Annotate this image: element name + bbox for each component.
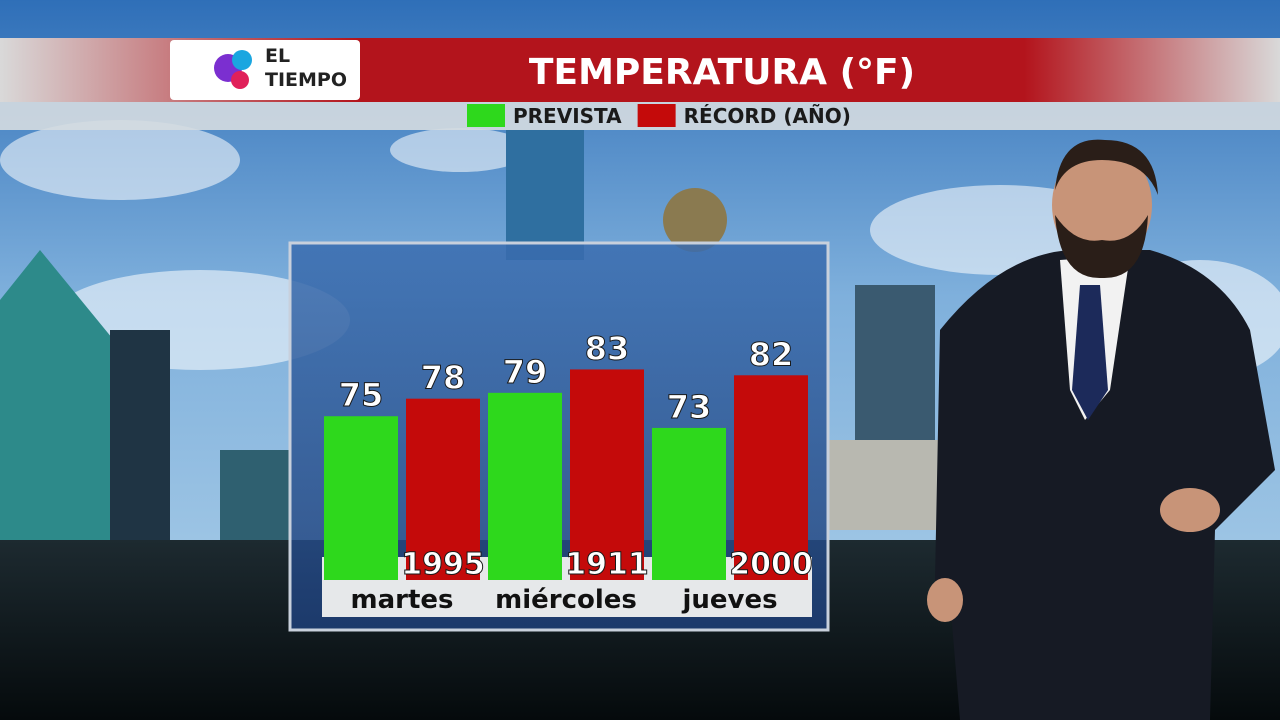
skyline <box>0 130 938 540</box>
bar <box>734 375 808 580</box>
x-tick-label: miércoles <box>495 585 637 615</box>
bar <box>652 427 726 580</box>
x-tick-label: martes <box>351 585 454 615</box>
value-label: 83 <box>585 329 630 367</box>
logo-mark <box>214 50 252 89</box>
value-label: 82 <box>749 335 794 373</box>
brand-line: TIEMPO <box>265 69 347 91</box>
presenter <box>927 139 1275 720</box>
bar <box>324 416 398 580</box>
value-label: 78 <box>421 359 466 397</box>
bar <box>570 369 644 580</box>
brand-line: EL <box>265 45 290 67</box>
legend-swatch <box>637 104 676 127</box>
value-label: 73 <box>667 388 712 426</box>
category-strip <box>322 557 812 617</box>
bar <box>488 392 562 580</box>
chart-title: TEMPERATURA (°F) <box>529 52 915 93</box>
value-label: 79 <box>503 353 548 391</box>
legend: PREVISTA RÉCORD (AÑO) <box>467 104 851 128</box>
record-year: 2000 <box>729 547 813 582</box>
value-label: 75 <box>339 376 384 414</box>
bar <box>406 398 480 580</box>
record-year: 1995 <box>401 547 485 582</box>
record-year: 1911 <box>565 547 649 582</box>
legend-label: PREVISTA <box>513 104 622 128</box>
x-tick-label: jueves <box>681 585 777 615</box>
legend-swatch <box>467 104 505 127</box>
legend-label: RÉCORD (AÑO) <box>684 104 851 128</box>
logo-box <box>170 40 360 100</box>
